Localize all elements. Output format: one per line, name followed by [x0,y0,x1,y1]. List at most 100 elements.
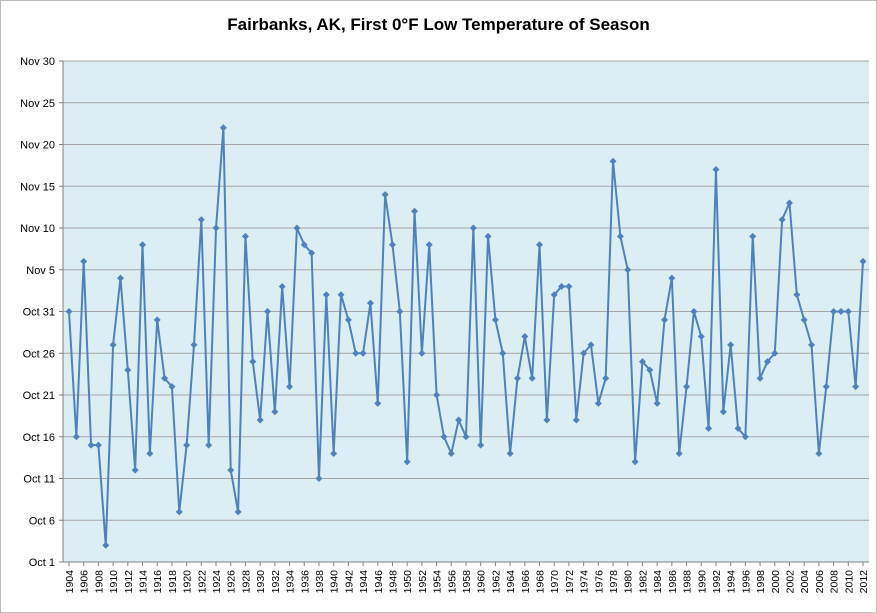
x-tick-label: 1992 [711,570,723,594]
data-point-marker [469,224,477,232]
data-point-marker [837,308,845,315]
x-tick-label: 1972 [564,570,576,594]
x-tick-label: 1986 [667,570,679,594]
x-tick-label: 1908 [93,570,105,594]
data-point-marker [631,458,639,466]
x-tick-label: 1928 [240,570,252,594]
data-point-marker [491,316,499,324]
x-tick-label: 1946 [373,570,385,594]
data-point-marker [506,449,514,457]
data-point-marker [418,349,426,357]
data-point-marker [484,232,492,240]
chart-plot: Oct 1 Oct 6 Oct 11 Oct 16 Oct 21 Oct 26 Oct 31… [20,56,870,594]
x-tick-label: 1968 [535,570,547,594]
x-tick-label: 1952 [417,570,429,594]
data-point-marker [683,383,691,391]
x-tick-label: 1938 [314,570,326,594]
data-point-marker [822,383,830,391]
data-point-marker [653,399,661,407]
data-point-marker [278,282,286,290]
data-point-marker [675,449,683,457]
data-point-marker [109,341,117,349]
x-tick-label: 1912 [123,570,135,594]
x-tick-label: 1924 [211,570,223,594]
x-tick-label: 2012 [858,570,870,594]
x-tick-label: 2008 [829,570,841,594]
data-point-marker [550,291,558,299]
x-tick-label: 1914 [138,570,150,594]
data-point-marker [352,349,360,357]
data-point-marker [381,191,389,199]
y-tick-label: Oct 21 [23,390,55,402]
data-point-marker [388,241,396,249]
x-tick-label: 1910 [108,570,120,594]
data-point-marker [65,308,73,315]
data-point-marker [87,441,95,449]
data-point-marker [227,466,235,474]
x-tick-label: 1920 [182,570,194,594]
data-point-marker [286,383,294,391]
x-tick-label: 1994 [726,570,738,594]
x-tick-label: 2002 [784,570,796,594]
x-tick-label: 1922 [196,570,208,594]
data-point-marker [749,232,757,240]
data-point-marker [359,349,367,357]
data-point-marker [322,291,330,299]
data-point-marker [241,232,249,240]
data-point-marker [374,399,382,407]
y-tick-label: Oct 11 [23,474,55,486]
y-tick-label: Nov 30 [20,56,55,68]
data-point-marker [124,366,132,374]
data-point-marker [785,199,793,207]
data-point-marker [690,308,698,315]
x-tick-label: 1980 [623,570,635,594]
y-tick-label: Nov 25 [20,98,55,110]
y-tick-label: Oct 26 [23,348,55,360]
data-point-marker [234,508,242,516]
data-point-marker [102,541,110,549]
data-point-marker [763,358,771,366]
x-tick-label: 1956 [446,570,458,594]
data-point-marker [433,391,441,399]
data-point-marker [646,366,654,374]
data-point-marker [94,441,102,449]
x-tick-label: 1954 [432,570,444,594]
data-point-marker [447,449,455,457]
x-tick-label: 1984 [652,570,664,594]
data-point-marker [212,224,220,232]
x-tick-label: 1982 [637,570,649,594]
data-point-marker [499,349,507,357]
data-point-marker [528,374,536,382]
data-point-marker [844,308,852,315]
data-point-marker [131,466,139,474]
data-point-marker [411,207,419,215]
x-tick-label: 1974 [579,570,591,594]
data-point-marker [580,349,588,357]
data-point-marker [815,449,823,457]
data-point-marker [293,224,301,232]
x-tick-label: 1962 [490,570,502,594]
data-point-marker [638,358,646,366]
y-tick-label: Nov 5 [26,265,55,277]
data-point-marker [609,157,617,165]
data-point-marker [205,441,213,449]
x-tick-label: 1944 [358,570,370,594]
x-tick-label: 2004 [799,570,811,594]
data-point-marker [72,433,80,441]
data-point-marker [271,408,279,416]
data-point-marker [602,374,610,382]
x-tick-label: 1926 [226,570,238,594]
data-point-marker [139,241,147,249]
data-point-marker [168,383,176,391]
data-point-marker [153,316,161,324]
data-point-marker [616,232,624,240]
x-tick-label: 1936 [299,570,311,594]
x-tick-label: 1918 [167,570,179,594]
x-tick-label: 1978 [608,570,620,594]
data-point-marker [719,408,727,416]
data-point-marker [330,449,338,457]
x-tick-label: 1934 [285,570,297,594]
data-point-marker [800,316,808,324]
data-point-marker [477,441,485,449]
